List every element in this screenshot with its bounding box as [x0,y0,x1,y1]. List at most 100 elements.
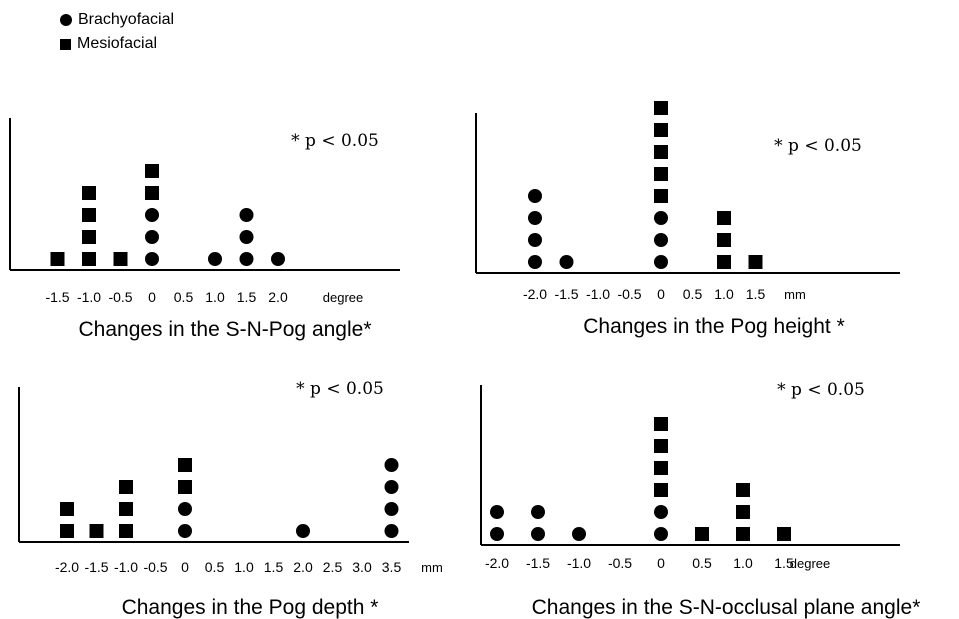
chart2-point-brachyofacial [528,189,542,203]
chart1-x-tick-label: -1.0 [77,289,101,305]
chart3-x-axis-label: mm [421,560,443,575]
chart2-x-tick-label: 0 [657,286,665,302]
chart2-x-tick-label: -0.5 [617,286,641,302]
chart1-point-brachyofacial [239,208,254,222]
chart4-x-tick-label: 1.0 [733,555,753,571]
chart1-point-brachyofacial [271,252,285,266]
chart2-point-brachyofacial [654,211,668,225]
chart4-point-mesiofacial [736,527,750,541]
chart2-point-brachyofacial [559,255,574,269]
chart2-x-tick-label: 0.5 [683,286,703,302]
chart3-x-tick-label: 2.5 [323,559,343,575]
chart2-point-mesiofacial [717,211,731,225]
chart4-point-mesiofacial [654,417,668,431]
chart3-x-tick-label: -1.0 [114,559,138,575]
chart1-point-brachyofacial [239,230,254,244]
chart2-point-mesiofacial [654,189,668,203]
chart3-point-mesiofacial [119,502,133,516]
chart1-x-tick-label: 2.0 [268,289,288,305]
legend-item-brachyofacial: Brachyofacial [60,8,174,32]
chart4-point-mesiofacial [777,527,791,541]
chart2-point-brachyofacial [528,233,542,247]
chart3-point-mesiofacial [178,480,192,494]
chart3-point-brachyofacial [178,502,192,516]
chart3-point-mesiofacial [60,502,74,516]
chart1-point-brachyofacial [145,252,159,266]
chart3-point-mesiofacial [119,480,133,494]
chart3-point-mesiofacial [60,524,74,538]
chart4-point-brachyofacial [531,527,545,541]
chart1-point-mesiofacial [50,252,65,266]
chart3-x-tick-label: -2.0 [55,559,79,575]
chart2-point-mesiofacial [654,167,668,181]
chart4-x-tick-label: 0 [657,555,665,571]
chart1-x-axis-label: degree [323,290,363,305]
chart1-point-brachyofacial [145,208,159,222]
chart3-x-tick-label: 1.0 [234,559,254,575]
chart2-x-tick-label: 1.5 [746,286,766,302]
chart3-x-tick-label: 2.0 [293,559,313,575]
chart4-point-mesiofacial [654,461,668,475]
chart3-point-mesiofacial [89,524,104,538]
chart1-point-mesiofacial [82,252,96,266]
circle-marker-icon [60,14,72,26]
legend-label-mesiofacial: Mesiofacial [77,35,158,52]
chart1-significance-annotation: * p < 0.05 [291,131,379,151]
chart4-point-mesiofacial [654,439,668,453]
chart3-x-tick-label: 3.0 [352,559,372,575]
chart1-x-tick-label: -0.5 [108,289,132,305]
chart1-x-tick-label: -1.5 [45,289,69,305]
legend: Brachyofacial Mesiofacial [60,8,174,56]
chart4-point-brachyofacial [531,505,545,519]
chart3-x-tick-label: 1.5 [264,559,284,575]
chart4-x-tick-label: 1.5 [774,555,794,571]
chart2-point-mesiofacial [717,233,731,247]
chart4-significance-annotation: * p < 0.05 [777,380,865,400]
chart2-point-mesiofacial [654,145,668,159]
chart3-significance-annotation: * p < 0.05 [296,379,384,399]
legend-label-brachyofacial: Brachyofacial [78,11,175,28]
chart1-point-brachyofacial [239,252,254,266]
chart2-x-tick-label: 1.0 [714,286,734,302]
chart3-x-tick-label: -1.5 [84,559,108,575]
chart4-point-mesiofacial [654,483,668,497]
chart4-title: Changes in the S-N-occlusal plane angle* [532,596,921,619]
chart3-point-brachyofacial [384,480,399,494]
chart1-x-tick-label: 0 [148,289,156,305]
chart2-x-axis-label: mm [784,287,806,302]
chart4-point-brachyofacial [654,527,668,541]
chart3-point-mesiofacial [178,458,192,472]
chart2-x-tick-label: -1.5 [554,286,578,302]
chart4-point-brachyofacial [490,505,504,519]
chart2-point-mesiofacial [748,255,763,269]
chart2-point-mesiofacial [717,255,731,269]
chart3-point-brachyofacial [296,524,310,538]
chart4-point-mesiofacial [736,483,750,497]
chart3-point-brachyofacial [384,524,399,538]
chart4-point-brachyofacial [654,505,668,519]
chart1-point-mesiofacial [145,186,159,200]
chart4-x-tick-label: -0.5 [608,555,632,571]
chart2-point-mesiofacial [654,101,668,115]
chart2-point-mesiofacial [654,123,668,137]
square-marker-icon [60,38,71,50]
chart1-point-mesiofacial [82,230,96,244]
chart1-x-tick-label: 1.0 [205,289,225,305]
chart4-point-brachyofacial [572,527,586,541]
chart4-point-mesiofacial [695,527,709,541]
chart4-point-mesiofacial [736,505,750,519]
chart2-title: Changes in the Pog height * [583,315,845,338]
chart1-x-tick-label: 1.5 [237,289,257,305]
chart3-point-brachyofacial [178,524,192,538]
chart3-x-tick-label: 0 [181,559,189,575]
chart3-x-tick-label: -0.5 [143,559,167,575]
chart2-significance-annotation: * p < 0.05 [774,136,862,156]
chart3-point-mesiofacial [119,524,133,538]
chart3-point-brachyofacial [384,502,399,516]
chart4-x-axis-label: degree [790,556,830,571]
chart2-point-brachyofacial [528,255,542,269]
chart1-x-tick-label: 0.5 [174,289,194,305]
chart1-point-mesiofacial [82,208,96,222]
chart4-x-tick-label: -1.0 [567,555,591,571]
